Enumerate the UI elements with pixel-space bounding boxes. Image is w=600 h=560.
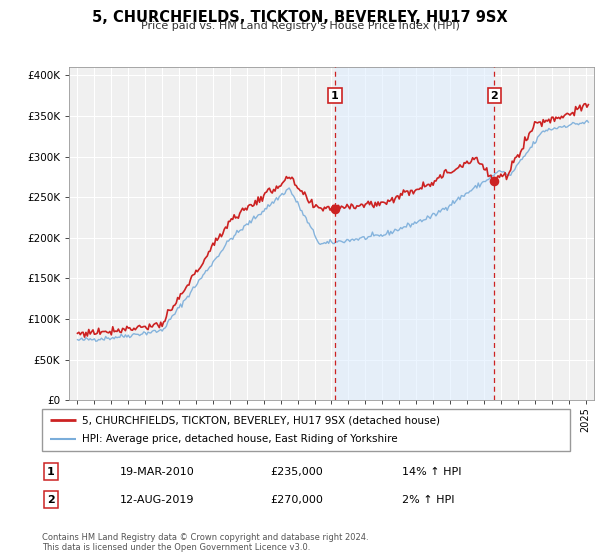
Text: 1: 1 (331, 91, 339, 101)
Text: Contains HM Land Registry data © Crown copyright and database right 2024.: Contains HM Land Registry data © Crown c… (42, 533, 368, 542)
Text: 5, CHURCHFIELDS, TICKTON, BEVERLEY, HU17 9SX: 5, CHURCHFIELDS, TICKTON, BEVERLEY, HU17… (92, 10, 508, 25)
Text: This data is licensed under the Open Government Licence v3.0.: This data is licensed under the Open Gov… (42, 543, 310, 552)
Text: 14% ↑ HPI: 14% ↑ HPI (402, 466, 461, 477)
Text: £270,000: £270,000 (270, 494, 323, 505)
Text: 12-AUG-2019: 12-AUG-2019 (120, 494, 194, 505)
Text: Price paid vs. HM Land Registry's House Price Index (HPI): Price paid vs. HM Land Registry's House … (140, 21, 460, 31)
Text: 2: 2 (491, 91, 498, 101)
Point (330, 205, 340, 214)
Text: £235,000: £235,000 (270, 466, 323, 477)
Point (490, 176, 499, 185)
Text: 19-MAR-2010: 19-MAR-2010 (120, 466, 195, 477)
Text: 1: 1 (47, 466, 55, 477)
Text: HPI: Average price, detached house, East Riding of Yorkshire: HPI: Average price, detached house, East… (82, 435, 397, 445)
Text: 2% ↑ HPI: 2% ↑ HPI (402, 494, 455, 505)
Bar (335, 67, 494, 400)
Text: 5, CHURCHFIELDS, TICKTON, BEVERLEY, HU17 9SX (detached house): 5, CHURCHFIELDS, TICKTON, BEVERLEY, HU17… (82, 415, 440, 425)
Text: 2: 2 (47, 494, 55, 505)
